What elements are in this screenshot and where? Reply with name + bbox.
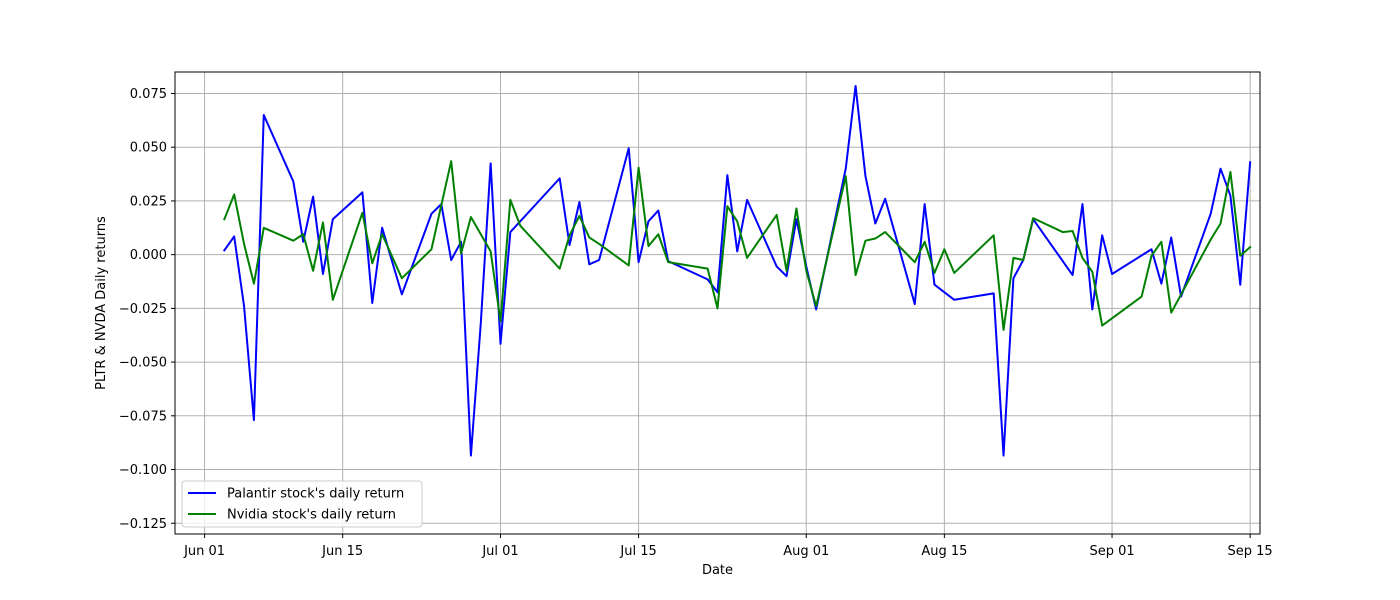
- series-lines: [222, 84, 1252, 457]
- grid-lines: [175, 72, 1260, 534]
- legend-box: [181, 480, 423, 528]
- y-tick-label: 0.050: [130, 141, 167, 156]
- legend: Palantir stock's daily return Nvidia sto…: [181, 480, 423, 528]
- y-axis-ticks: 0.075 0.050 0.025 0.000 −0.025 −0.050 −0.075 −0…: [119, 87, 175, 532]
- series-line-palantir: [222, 84, 1252, 457]
- x-tick-label: Jun 01: [183, 544, 225, 559]
- x-tick-label: Aug 15: [921, 544, 967, 559]
- x-axis-label: Date: [702, 563, 733, 578]
- y-tick-label: −0.050: [119, 356, 167, 371]
- y-tick-label: 0.000: [130, 248, 167, 263]
- x-tick-label: Sep 01: [1089, 544, 1134, 559]
- x-tick-label: Sep 15: [1228, 544, 1273, 559]
- x-tick-label: Jul 01: [481, 544, 518, 559]
- x-axis-ticks: Jun 01 Jun 15 Jul 01 Jul 15 Aug 01 Aug 15 Sep …: [183, 534, 1273, 559]
- y-tick-label: −0.075: [119, 409, 167, 424]
- legend-label-palantir: Palantir stock's daily return: [227, 487, 404, 502]
- y-tick-label: −0.125: [119, 517, 167, 532]
- series-line-nvidia: [223, 160, 1252, 331]
- x-tick-label: Jun 15: [321, 544, 363, 559]
- legend-label-nvidia: Nvidia stock's daily return: [227, 508, 396, 523]
- x-tick-label: Aug 01: [783, 544, 829, 559]
- plot-frame: [174, 71, 1261, 535]
- y-axis-label: PLTR & NVDA Daily returns: [94, 216, 109, 390]
- y-tick-label: 0.025: [130, 194, 167, 209]
- y-tick-label: 0.075: [130, 87, 167, 102]
- y-tick-label: −0.100: [119, 463, 167, 478]
- y-tick-label: −0.025: [119, 302, 167, 317]
- x-tick-label: Jul 15: [619, 544, 656, 559]
